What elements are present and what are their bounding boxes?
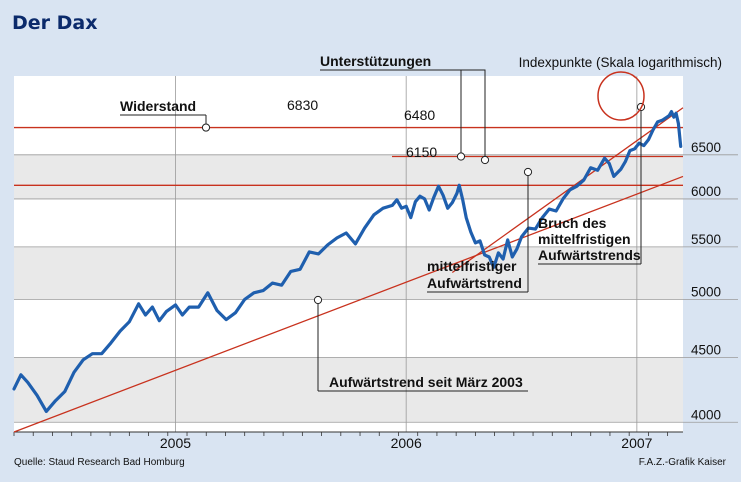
label-long-trend: Aufwärtstrend seit März 2003 (329, 374, 523, 390)
plot-band-shaded (14, 246, 683, 300)
trendline-mid-term (451, 107, 684, 274)
y-axis-label: Indexpunkte (Skala logarithmisch) (519, 55, 722, 70)
label-unterstuetzungen: Unterstützungen (320, 53, 431, 69)
y-tick-label: 5500 (691, 232, 721, 247)
page-title: Der Dax (12, 12, 98, 34)
x-tick-label: 2006 (391, 435, 422, 451)
label-6830: 6830 (287, 97, 318, 113)
dax-series-line (12, 110, 683, 413)
trendlines (13, 107, 684, 433)
x-tick-label: 2005 (160, 435, 191, 451)
y-tick-label: 6000 (691, 184, 721, 199)
grid-lines (14, 76, 738, 432)
label-mid-trend-1: mittelfristiger (427, 258, 517, 274)
axes: 4000 4500 5000 5500 6000 6500 2005 2006 2007 (13, 140, 721, 451)
dot-support-6480 (456, 152, 466, 161)
trendline-long-term (13, 175, 684, 433)
label-6480: 6480 (404, 107, 435, 123)
dot-support-6150 (480, 155, 490, 165)
y-tick-label: 6500 (691, 140, 721, 155)
label-mid-trend-2: Aufwärtstrend (427, 275, 522, 291)
label-widerstand: Widerstand (120, 98, 196, 114)
y-tick-label: 5000 (691, 284, 721, 299)
dot-widerstand (201, 123, 211, 132)
label-bruch-1: Bruch des (538, 215, 607, 231)
annotations: Widerstand 6830 6480 6150 Unterstützungen mit… (120, 53, 646, 392)
label-bruch-3: Aufwärtstrends (538, 247, 641, 263)
label-bruch-2: mittelfristigen (538, 231, 631, 247)
break-highlight-ellipse (597, 71, 645, 121)
plot-bands (14, 76, 683, 432)
callout-support-6150 (440, 69, 486, 160)
resistance-lines (14, 126, 683, 186)
dot-long-trend (313, 295, 323, 305)
plot-band-shaded (14, 154, 683, 199)
y-tick-label: 4500 (691, 342, 721, 357)
dot-mid-trend (523, 167, 533, 177)
y-tick-label: 4000 (691, 407, 721, 422)
label-6150: 6150 (406, 144, 437, 160)
credit-note: F.A.Z.-Grafik Kaiser (639, 457, 727, 468)
source-note: Quelle: Staud Research Bad Homburg (14, 457, 185, 468)
x-tick-label: 2007 (621, 435, 652, 451)
